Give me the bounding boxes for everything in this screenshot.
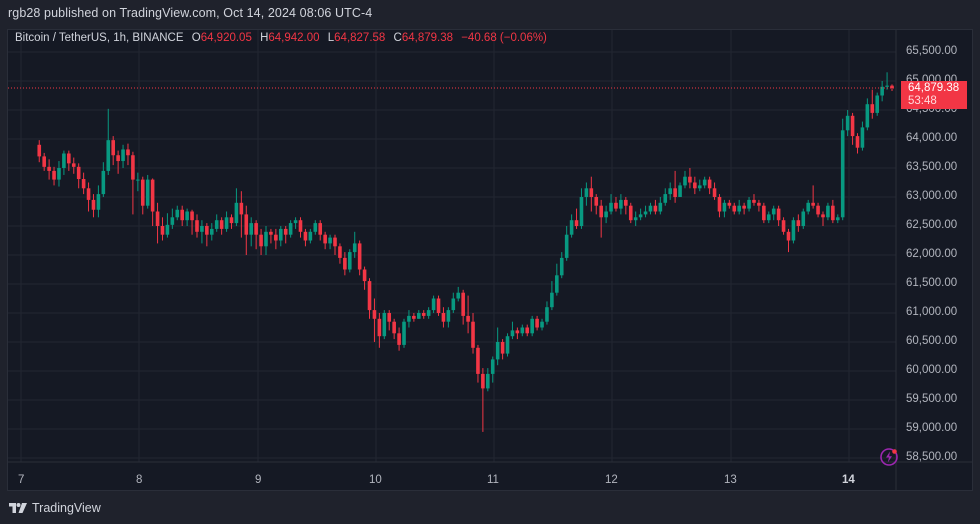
open-value: 64,920.05 [200,32,252,44]
time-tick-label: 8 [136,474,143,486]
tradingview-logo[interactable]: TradingView [9,501,101,515]
time-tick-label: 7 [18,474,25,486]
price-tick-label: 60,000.00 [906,364,958,376]
open-label: O [191,32,201,44]
chart-frame[interactable] [7,29,973,491]
price-tick-label: 62,500.00 [906,219,958,231]
price-tick-label: 61,000.00 [906,306,958,318]
price-tick-label: 58,500.00 [906,451,958,463]
bar-countdown: 53:48 [908,95,937,107]
change-value: −40.68 (−0.06%) [461,32,547,44]
high-label: H [260,32,269,44]
low-label: L [327,32,335,44]
time-tick-label: 13 [724,474,737,486]
time-tick-label: 10 [369,474,382,486]
price-tick-label: 59,500.00 [906,393,958,405]
time-tick-label: 12 [605,474,618,486]
time-tick-label: 9 [255,474,262,486]
publish-info: rgb28 published on TradingView.com, Oct … [8,6,373,20]
brand-name: TradingView [32,501,101,515]
price-tick-label: 63,500.00 [906,161,958,173]
lightning-icon[interactable] [879,447,899,467]
last-price-value: 64,879.38 [908,82,960,94]
price-tick-label: 59,000.00 [906,422,958,434]
close-value: 64,879.38 [401,32,454,44]
price-tick-label: 64,000.00 [906,132,958,144]
symbol-legend: Bitcoin / TetherUS, 1h, BINANCE O64,920.… [15,32,547,44]
tradingview-mark-icon [9,503,27,513]
high-value: 64,942.00 [268,32,320,44]
close-label: C [393,32,402,44]
time-tick-label: 14 [842,474,855,486]
last-price-tag: 64,879.38 53:48 [901,81,967,109]
symbol-name[interactable]: Bitcoin / TetherUS, 1h, BINANCE [15,32,184,44]
price-tick-label: 61,500.00 [906,277,958,289]
low-value: 64,827.58 [334,32,386,44]
price-tick-label: 63,000.00 [906,190,958,202]
price-tick-label: 60,500.00 [906,335,958,347]
price-tick-label: 62,000.00 [906,248,958,260]
price-tick-label: 65,500.00 [906,45,958,57]
time-tick-label: 11 [487,474,499,486]
